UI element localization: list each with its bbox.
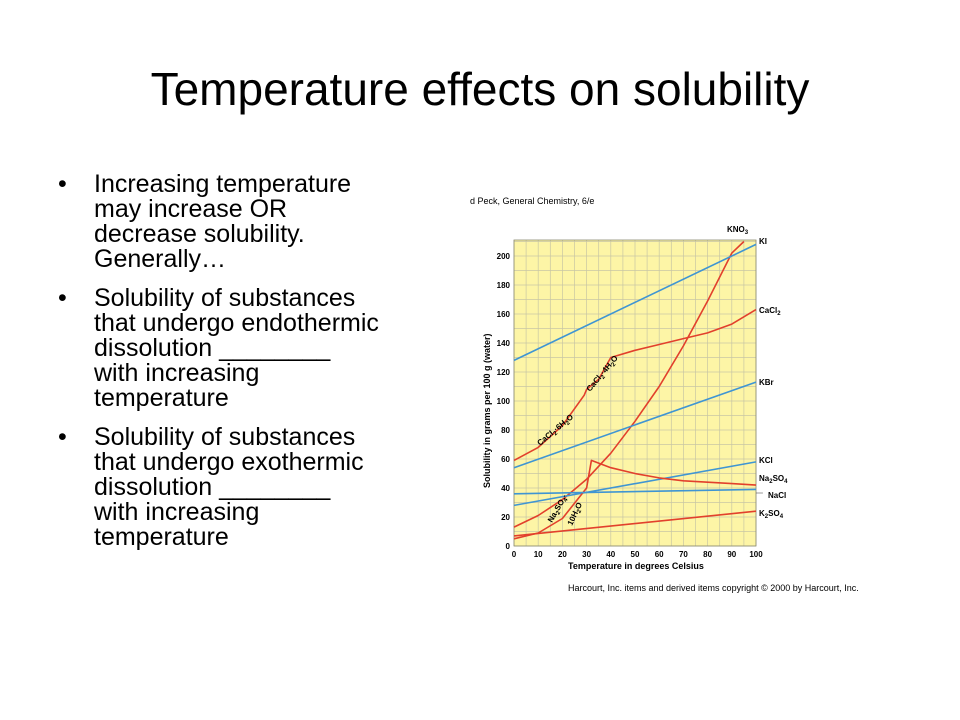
series-line-ki [513, 243, 757, 362]
series-label-k2so4: K2SO4 [759, 509, 784, 520]
slide-title: Temperature effects on solubility [150, 63, 810, 115]
bullet-3: • Solubility of substances that undergo … [58, 425, 458, 550]
source-caption: d Peck, General Chemistry, 6/e [470, 196, 594, 206]
axis-ticks: 0 10 20 30 40 50 60 70 80 90 100 0 20 40 60 80 100 120 140… [497, 252, 764, 559]
bullet-dot: • [58, 423, 67, 451]
series-labels: KNO3 KI CaCl2 KBr KCl Na2SO4 NaCl K2SO4 [727, 225, 788, 520]
bullet-line: dissolution ________ [94, 473, 331, 501]
x-tick-label: 20 [558, 550, 567, 559]
series-line-kno3 [513, 240, 745, 528]
series-label-na2so4: Na2SO4 [759, 474, 788, 485]
bullet-line: temperature [94, 523, 229, 551]
y-tick-label: 200 [497, 252, 511, 261]
series-label-kno3: KNO3 [727, 225, 749, 236]
series-label-kcl: KCl [759, 456, 773, 465]
series-label-kbr: KBr [759, 378, 774, 387]
copyright-caption: Harcourt, Inc. items and derived items c… [568, 583, 859, 593]
plot-frame [513, 239, 757, 547]
y-tick-label: 20 [501, 513, 510, 522]
y-tick-label: 100 [497, 397, 511, 406]
x-axis-label: Temperature in degrees Celsius [568, 561, 704, 571]
y-tick-label: 160 [497, 310, 511, 319]
y-tick-label: 0 [506, 542, 511, 551]
series-line-cacl2 [513, 308, 757, 462]
bullet-line: Solubility of substances [94, 423, 356, 451]
bullet-line: Generally… [94, 245, 226, 273]
y-tick-label: 180 [497, 281, 511, 290]
bullet-line: Increasing temperature [94, 170, 352, 198]
x-tick-label: 10 [534, 550, 543, 559]
grid-lines [513, 239, 757, 547]
series-line-k2so4 [513, 510, 757, 537]
x-tick-label: 40 [606, 550, 615, 559]
series-label-ki: KI [759, 237, 767, 246]
y-tick-label: 120 [497, 368, 511, 377]
bullet-list: • Increasing temperature may increase OR… [58, 172, 458, 564]
y-tick-label: 80 [501, 426, 510, 435]
bullet-line: decrease solubility. [94, 220, 305, 248]
bullet-line: dissolution ________ [94, 334, 331, 362]
x-tick-label: 100 [749, 550, 763, 559]
x-tick-label: 30 [582, 550, 591, 559]
bullet-line: Solubility of substances [94, 284, 356, 312]
x-tick-label: 70 [679, 550, 688, 559]
series-line-na2so4 [513, 459, 757, 540]
bullet-line: may increase OR [94, 195, 288, 223]
y-axis-label: Solubility in grams per 100 g (water) [482, 333, 492, 488]
series-line-nacl [513, 488, 757, 495]
bullet-line: with increasing [94, 498, 260, 526]
x-tick-label: 0 [512, 550, 517, 559]
series-line-kcl [513, 461, 757, 507]
bullet-2: • Solubility of substances that undergo … [58, 286, 458, 411]
y-tick-label: 40 [501, 484, 510, 493]
bullet-line: temperature [94, 384, 229, 412]
solubility-chart: d Peck, General Chemistry, 6/e 0 10 20 30 40… [470, 196, 859, 593]
y-tick-label: 60 [501, 455, 510, 464]
bullet-dot: • [58, 284, 67, 312]
x-tick-label: 60 [655, 550, 664, 559]
series-label-nacl: NaCl [768, 491, 786, 500]
bullet-line: that undergo endothermic [94, 309, 379, 337]
bullet-dot: • [58, 170, 67, 198]
series-lines [513, 240, 757, 540]
bullet-1: • Increasing temperature may increase OR… [58, 172, 458, 272]
series-label-cacl2: CaCl2 [759, 306, 781, 317]
bullet-line: with increasing [94, 359, 260, 387]
x-tick-label: 80 [703, 550, 712, 559]
bullet-line: that undergo exothermic [94, 448, 364, 476]
x-tick-label: 90 [727, 550, 736, 559]
y-tick-label: 140 [497, 339, 511, 348]
x-tick-label: 50 [631, 550, 640, 559]
series-line-kbr [513, 381, 757, 469]
